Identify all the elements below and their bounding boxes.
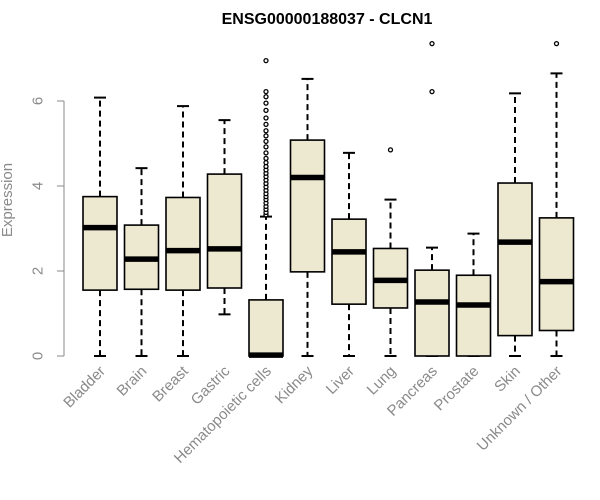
box-iqr	[248, 299, 284, 357]
y-tick-label: 6	[30, 97, 47, 105]
outlier-point	[429, 40, 435, 47]
box-group	[248, 57, 284, 358]
outlier-point	[263, 57, 269, 64]
box-iqr	[331, 218, 367, 305]
outlier-point	[263, 121, 269, 128]
box-iqr	[289, 139, 326, 273]
box-iqr	[206, 173, 243, 289]
y-tick-label: 2	[30, 267, 47, 275]
outlier-point	[263, 155, 269, 162]
box-group	[331, 151, 367, 357]
category-label: Brain	[114, 363, 151, 400]
outlier-point	[263, 150, 269, 156]
outlier-point	[263, 144, 269, 150]
box-iqr	[538, 217, 575, 332]
outlier-point	[263, 100, 269, 106]
outlier-point	[263, 133, 269, 139]
category-label: Prostate	[431, 363, 483, 415]
box-group	[123, 167, 160, 357]
outlier-point	[429, 89, 435, 95]
outlier-point	[387, 147, 394, 153]
box-group	[497, 92, 533, 357]
box-group	[206, 119, 243, 316]
outlier-point	[263, 94, 269, 100]
category-label: Lung	[364, 363, 400, 399]
box-iqr	[82, 195, 118, 291]
outlier-point	[263, 89, 269, 95]
category-label: Skin	[491, 363, 524, 396]
y-axis: 0 2 4 6	[30, 97, 65, 360]
box-group	[414, 40, 450, 357]
box-group	[82, 96, 118, 357]
box-iqr	[455, 274, 492, 357]
box-group	[455, 232, 492, 357]
outlier-point	[553, 40, 560, 47]
box-iqr	[497, 182, 533, 337]
category-label: Kidney	[272, 362, 317, 407]
box-group	[289, 77, 326, 357]
outlier-point	[263, 138, 269, 145]
category-label: Bladder	[60, 363, 109, 412]
category-label: Liver	[323, 363, 358, 398]
outlier-point	[263, 159, 269, 166]
outlier-point	[263, 115, 269, 121]
y-tick-label: 0	[30, 352, 47, 360]
outlier-point	[263, 128, 269, 134]
box-iqr	[165, 196, 201, 291]
box-group	[165, 105, 201, 357]
category-label: Breast	[149, 362, 192, 405]
outlier-point	[263, 107, 269, 113]
box-group	[538, 40, 575, 357]
box-series	[82, 40, 575, 358]
box-iqr	[414, 269, 450, 357]
y-tick-label: 4	[30, 182, 47, 190]
y-axis-label: Expression	[0, 163, 16, 237]
box-group	[372, 147, 409, 357]
chart-title: ENSG00000188037 - CLCN1	[222, 11, 433, 28]
